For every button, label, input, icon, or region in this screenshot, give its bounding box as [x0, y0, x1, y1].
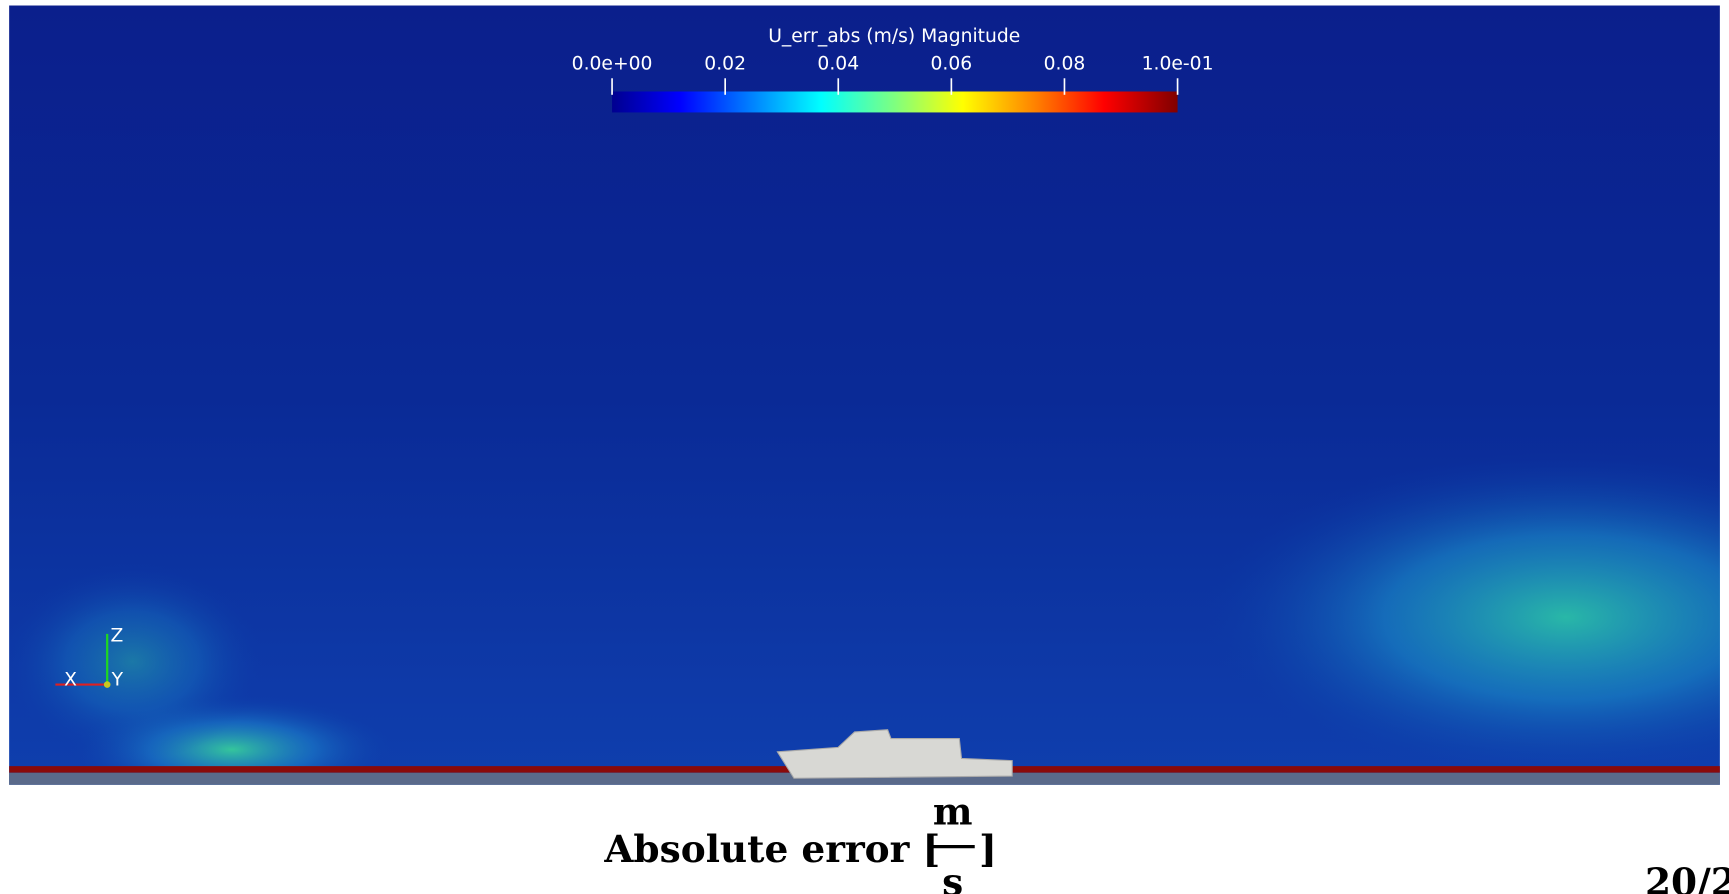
caption-numerator: m — [933, 790, 973, 834]
caption-close: ] — [979, 827, 997, 871]
axis-label: Y — [111, 670, 124, 691]
error-region — [0, 562, 265, 760]
colorbar-title: U_err_abs (m/s) Magnitude — [768, 26, 1020, 47]
caption: Absolute error [ — [603, 827, 940, 871]
tick-label: 0.0e+00 — [572, 53, 653, 74]
slide: U_err_abs (m/s) Magnitude Z X Y Absolute… — [0, 0, 1729, 894]
tick-label: 0.02 — [704, 53, 746, 74]
axis-label: X — [64, 670, 77, 691]
tick-label: 0.06 — [931, 53, 973, 74]
colorbar — [612, 91, 1178, 112]
page: U_err_abs (m/s) Magnitude Z X Y Absolute… — [0, 0, 1729, 894]
tick-label: 0.08 — [1044, 53, 1086, 74]
tick-label: 1.0e-01 — [1142, 53, 1214, 74]
caption-denominator: s — [942, 860, 963, 894]
axis-label: Z — [110, 626, 123, 647]
tick-label: 0.04 — [817, 53, 859, 74]
viewport: U_err_abs (m/s) Magnitude Z X Y — [0, 6, 1729, 805]
page-number: 20/20 — [1645, 860, 1729, 894]
origin — [104, 681, 111, 688]
